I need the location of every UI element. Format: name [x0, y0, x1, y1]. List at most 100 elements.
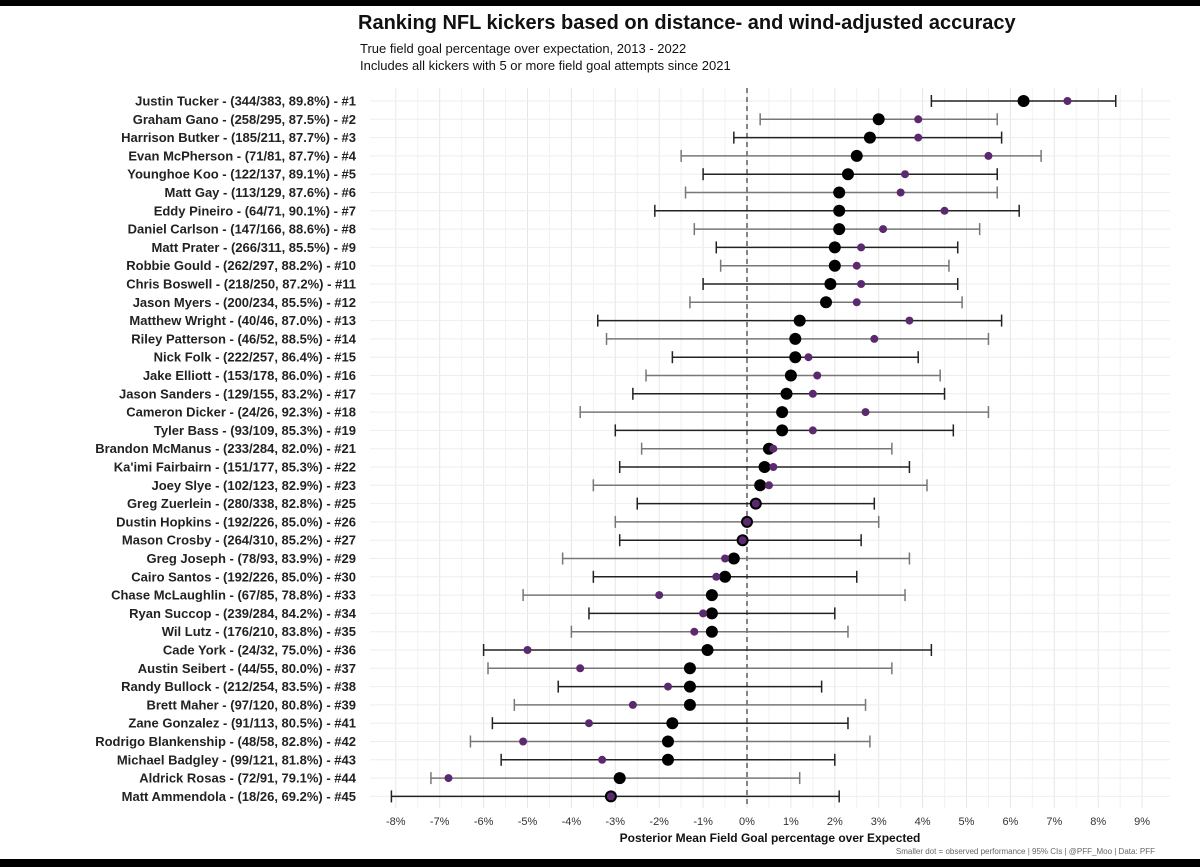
chart-subtitle: True field goal percentage over expectat…: [360, 40, 731, 74]
x-ticks-layer: -8% -7% -6% -5% -4% -3% -2% -1% 0% 1% 2% 3% 4% 5% 6% 7%…: [386, 816, 1150, 828]
rows-layer: [390, 95, 1117, 803]
kicker-label: Aldrick Rosas - (72/91, 79.1%) - #44: [139, 771, 357, 786]
observed-point: [712, 572, 721, 581]
observed-point: [606, 792, 615, 801]
kicker-label: Greg Joseph - (78/93, 83.9%) - #29: [146, 551, 356, 566]
kicker-label: Daniel Carlson - (147/166, 88.6%) - #8: [128, 222, 356, 237]
observed-point: [721, 554, 730, 563]
kicker-row: [671, 351, 919, 364]
x-tick-label: -7%: [430, 816, 450, 828]
kicker-row: [469, 735, 871, 748]
x-tick-label: -5%: [518, 816, 538, 828]
kicker-row: [715, 241, 959, 254]
kicker-row: [645, 369, 941, 382]
kicker-row: [614, 515, 880, 528]
kicker-label: Graham Gano - (258/295, 87.5%) - #2: [133, 112, 356, 127]
observed-point: [628, 700, 637, 709]
posterior-mean-point: [776, 424, 789, 437]
posterior-mean-point: [754, 479, 767, 492]
posterior-mean-point: [833, 204, 846, 217]
observed-point: [857, 280, 866, 288]
kicker-label: Nick Folk - (222/257, 86.4%) - #15: [154, 350, 356, 365]
kicker-row: [596, 314, 1003, 327]
kicker-label: Younghoe Koo - (122/137, 89.1%) - #5: [127, 167, 356, 182]
posterior-mean-point: [828, 259, 841, 272]
kicker-label: Greg Zuerlein - (280/338, 82.8%) - #25: [127, 496, 356, 511]
posterior-mean-point: [701, 644, 714, 656]
posterior-mean-point: [719, 570, 732, 583]
x-tick-label: 7%: [1046, 816, 1062, 828]
row-labels-layer: Justin Tucker - (344/383, 89.8%) - #1 Gra…: [95, 94, 357, 804]
kicker-label: Wil Lutz - (176/210, 83.8%) - #35: [162, 624, 356, 639]
posterior-mean-point: [872, 113, 885, 126]
kicker-label: Michael Badgley - (99/121, 81.8%) - #43: [117, 752, 356, 767]
kicker-row: [693, 223, 981, 236]
kicker-row: [579, 406, 990, 419]
observed-point: [940, 206, 949, 215]
observed-point: [769, 444, 778, 453]
posterior-mean-point: [841, 168, 854, 181]
observed-point: [576, 664, 585, 673]
kicker-row: [618, 461, 911, 473]
observed-point: [879, 225, 888, 234]
observed-point: [519, 737, 528, 746]
subtitle-line-2: Includes all kickers with 5 or more fiel…: [360, 58, 731, 73]
posterior-mean-point: [833, 186, 846, 199]
x-tick-label: 3%: [871, 816, 887, 828]
observed-point: [984, 151, 993, 160]
observed-point: [896, 188, 905, 197]
kicker-label: Matt Gay - (113/129, 87.6%) - #6: [165, 185, 356, 200]
observed-point: [764, 481, 773, 490]
kicker-label: Matt Ammendola - (18/26, 69.2%) - #45: [122, 789, 356, 804]
kicker-label: Mason Crosby - (264/310, 85.2%) - #27: [122, 533, 356, 548]
observed-point: [808, 389, 817, 398]
kicker-row: [588, 607, 836, 620]
kicker-row: [702, 168, 998, 181]
kicker-row: [680, 149, 1042, 162]
kicker-row: [636, 497, 876, 510]
posterior-mean-point: [820, 296, 833, 309]
posterior-mean-point: [613, 772, 626, 785]
kicker-row: [592, 479, 928, 492]
observed-point: [870, 334, 879, 343]
kicker-row: [689, 296, 963, 309]
posterior-mean-point: [789, 332, 802, 345]
kicker-row: [522, 589, 906, 602]
posterior-mean-point: [784, 369, 797, 382]
kicker-row: [684, 186, 998, 199]
observed-point: [523, 646, 532, 654]
subtitle-line-1: True field goal percentage over expectat…: [360, 41, 687, 56]
observed-point: [852, 261, 861, 270]
kicker-label: Harrison Butker - (185/211, 87.7%) - #3: [121, 130, 356, 145]
kicker-row: [640, 442, 893, 455]
observed-point: [751, 499, 760, 508]
observed-point: [738, 536, 747, 545]
observed-point: [852, 298, 861, 307]
posterior-mean-point: [683, 680, 696, 693]
posterior-mean-point: [705, 625, 718, 638]
kicker-label: Cameron Dicker - (24/26, 92.3%) - #18: [126, 405, 356, 420]
kicker-label: Dustin Hopkins - (192/226, 85.0%) - #26: [116, 514, 356, 529]
kicker-label: Joey Slye - (102/123, 82.9%) - #23: [151, 478, 356, 493]
observed-point: [905, 316, 914, 325]
posterior-mean-point: [850, 149, 863, 162]
kicker-row: [702, 278, 959, 290]
kicker-label: Jason Myers - (200/234, 85.5%) - #12: [133, 295, 356, 310]
x-tick-label: -8%: [386, 816, 406, 828]
kicker-label: Zane Gonzalez - (91/113, 80.5%) - #41: [128, 716, 356, 731]
x-tick-label: -2%: [649, 816, 669, 828]
kicker-row: [570, 625, 849, 638]
kicker-row: [759, 113, 998, 126]
kicker-label: Tyler Bass - (93/109, 85.3%) - #19: [154, 423, 356, 438]
posterior-mean-point: [666, 717, 679, 730]
kicker-label: Randy Bullock - (212/254, 83.5%) - #38: [121, 679, 356, 694]
observed-point: [914, 133, 923, 142]
posterior-mean-point: [863, 131, 876, 144]
observed-point: [769, 463, 778, 471]
observed-point: [914, 115, 923, 124]
kicker-row: [632, 387, 946, 400]
posterior-mean-point: [824, 278, 837, 290]
kicker-label: Riley Patterson - (46/52, 88.5%) - #14: [131, 331, 356, 346]
kicker-row: [561, 552, 911, 565]
kicker-label: Eddy Pineiro - (64/71, 90.1%) - #7: [154, 203, 356, 218]
